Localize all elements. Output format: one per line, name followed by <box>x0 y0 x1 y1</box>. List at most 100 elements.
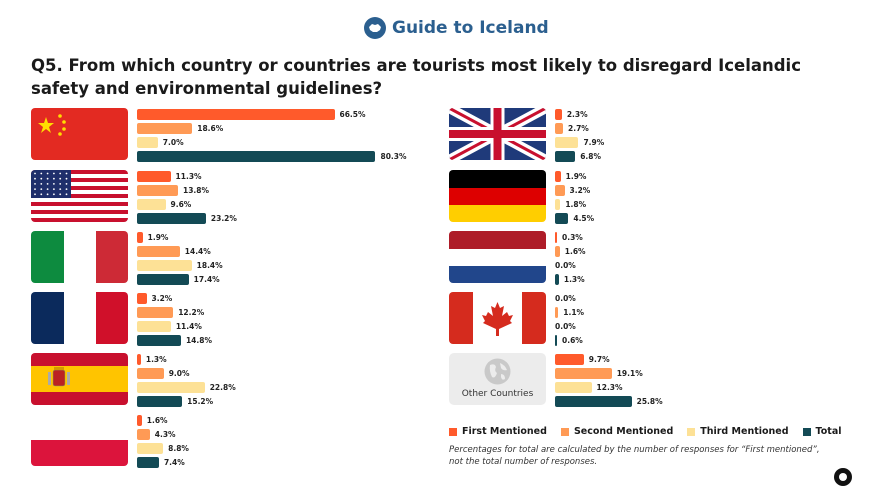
bar-total <box>555 396 632 407</box>
data-label: 18.4% <box>196 261 223 270</box>
chart-badge-icon[interactable] <box>834 468 852 486</box>
data-label: 15.2% <box>187 397 214 406</box>
bar-total <box>555 274 559 285</box>
data-label: 0.0% <box>555 322 576 331</box>
legend-label: Third Mentioned <box>700 426 789 437</box>
bar-second-mentioned <box>137 368 164 379</box>
data-label: 7.0% <box>162 138 184 147</box>
bar-second-mentioned <box>555 246 560 257</box>
data-label: 2.7% <box>568 124 589 133</box>
iceland-logo-icon <box>364 17 386 39</box>
legend: First Mentioned Second Mentioned Third M… <box>449 426 842 437</box>
data-label: 1.3% <box>563 275 585 284</box>
flag-france-icon <box>31 292 128 344</box>
bar-third-mentioned <box>137 137 158 148</box>
bar-second-mentioned <box>555 185 565 196</box>
bar-second-mentioned <box>137 123 193 134</box>
legend-label: First Mentioned <box>462 426 547 437</box>
data-label: 23.2% <box>210 214 237 223</box>
bar-total <box>137 396 183 407</box>
data-label: 19.1% <box>616 369 643 378</box>
flag-usa-icon <box>31 170 128 222</box>
bar-second-mentioned <box>137 246 180 257</box>
bar-second-mentioned <box>555 307 559 318</box>
bar-third-mentioned <box>555 199 561 210</box>
data-label: 12.2% <box>178 308 205 317</box>
data-label: 18.6% <box>197 124 224 133</box>
globe-icon <box>484 358 511 385</box>
data-label: 25.8% <box>636 397 663 406</box>
data-label: 9.6% <box>170 200 192 209</box>
bar-total <box>555 213 569 224</box>
bar-first-mentioned <box>137 415 142 426</box>
data-label: 7.4% <box>163 458 185 467</box>
bar-first-mentioned <box>137 354 141 365</box>
data-label: 3.2% <box>151 294 173 303</box>
bar-third-mentioned <box>555 137 579 148</box>
data-label: 4.5% <box>573 214 595 223</box>
data-label: 22.8% <box>209 383 236 392</box>
other-countries-label: Other Countries <box>461 389 534 399</box>
bar-total <box>137 335 181 346</box>
data-label: 9.7% <box>588 355 610 364</box>
flag-spain-icon <box>31 353 128 405</box>
bar-second-mentioned <box>137 185 178 196</box>
data-label: 9.0% <box>168 369 190 378</box>
footnote: Percentages for total are calculated by … <box>449 445 820 467</box>
bar-total <box>137 274 189 285</box>
data-label: 6.8% <box>580 152 601 161</box>
data-label: 0.3% <box>562 233 583 242</box>
legend-item: First Mentioned <box>449 426 547 437</box>
data-label: 7.9% <box>583 138 605 147</box>
flag-netherlands-icon <box>449 231 546 283</box>
brand-name: Guide to Iceland <box>392 18 549 38</box>
data-label: 1.3% <box>145 355 167 364</box>
legend-swatch <box>687 427 696 436</box>
bar-total <box>137 457 159 468</box>
data-label: 1.9% <box>147 233 169 242</box>
data-label: 4.3% <box>154 430 176 439</box>
data-label: 0.6% <box>562 336 583 345</box>
legend-label: Second Mentioned <box>573 426 674 437</box>
bar-first-mentioned <box>555 109 562 120</box>
legend-swatch <box>449 427 457 436</box>
data-label: 1.6% <box>146 416 168 425</box>
data-label: 1.8% <box>565 200 587 209</box>
bar-first-mentioned <box>137 109 335 120</box>
legend-label: Total <box>815 426 842 437</box>
bar-third-mentioned <box>137 382 205 393</box>
bar-third-mentioned <box>137 260 192 271</box>
flag-uk-icon <box>449 108 546 160</box>
data-label: 13.8% <box>182 186 210 195</box>
bar-first-mentioned <box>555 171 561 182</box>
bar-second-mentioned <box>137 307 174 318</box>
bar-first-mentioned <box>137 171 171 182</box>
bar-total <box>137 213 206 224</box>
bar-second-mentioned <box>137 429 150 440</box>
data-label: 0.0% <box>555 294 576 303</box>
legend-swatch <box>802 427 811 436</box>
legend-swatch <box>560 427 569 436</box>
data-label: 66.5% <box>339 110 366 119</box>
data-label: 12.3% <box>596 383 623 392</box>
data-label: 2.3% <box>566 110 588 119</box>
bar-third-mentioned <box>555 382 592 393</box>
bar-third-mentioned <box>137 199 166 210</box>
bar-total <box>555 151 576 162</box>
data-label: 3.2% <box>569 186 591 195</box>
data-label: 1.6% <box>564 247 586 256</box>
flag-canada-icon <box>449 292 546 344</box>
bar-second-mentioned <box>555 123 564 134</box>
flag-italy-icon <box>31 231 128 283</box>
legend-item: Third Mentioned <box>687 426 789 437</box>
bar-total <box>137 151 376 162</box>
flag-germany-icon <box>449 170 546 222</box>
flag-china-icon <box>31 108 128 160</box>
data-label: 80.3% <box>380 152 407 161</box>
brand-logo[interactable]: Guide to Iceland <box>364 17 549 39</box>
data-label: 14.4% <box>184 247 211 256</box>
legend-item: Second Mentioned <box>560 426 674 437</box>
data-label: 17.4% <box>193 275 220 284</box>
bar-first-mentioned <box>555 354 584 365</box>
data-label: 14.8% <box>185 336 212 345</box>
